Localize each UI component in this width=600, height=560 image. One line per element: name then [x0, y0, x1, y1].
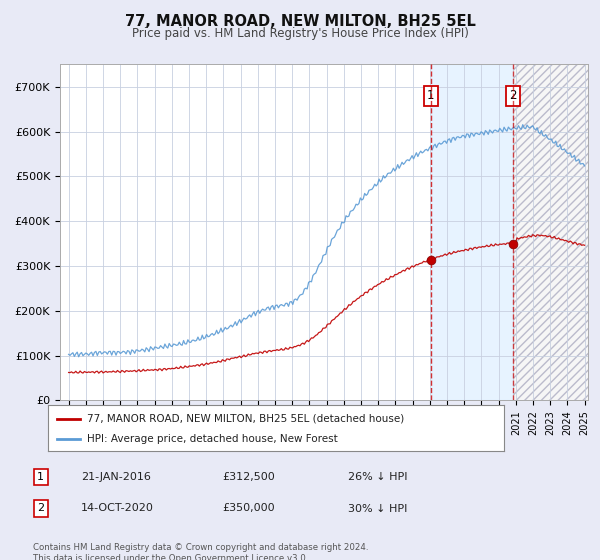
Text: Contains HM Land Registry data © Crown copyright and database right 2024.
This d: Contains HM Land Registry data © Crown c… [33, 543, 368, 560]
Text: 1: 1 [427, 89, 434, 102]
Text: £350,000: £350,000 [222, 503, 275, 514]
Text: 30% ↓ HPI: 30% ↓ HPI [348, 503, 407, 514]
Text: 77, MANOR ROAD, NEW MILTON, BH25 5EL: 77, MANOR ROAD, NEW MILTON, BH25 5EL [125, 14, 475, 29]
Point [508, 239, 518, 248]
Text: 21-JAN-2016: 21-JAN-2016 [81, 472, 151, 482]
Text: 14-OCT-2020: 14-OCT-2020 [81, 503, 154, 514]
Bar [513, 64, 593, 400]
Bar [513, 64, 593, 400]
Point [426, 256, 436, 265]
Text: Price paid vs. HM Land Registry's House Price Index (HPI): Price paid vs. HM Land Registry's House … [131, 27, 469, 40]
Bar [431, 64, 513, 400]
Text: 77, MANOR ROAD, NEW MILTON, BH25 5EL (detached house): 77, MANOR ROAD, NEW MILTON, BH25 5EL (de… [87, 414, 404, 424]
Text: £312,500: £312,500 [222, 472, 275, 482]
Text: HPI: Average price, detached house, New Forest: HPI: Average price, detached house, New … [87, 435, 338, 444]
Text: 26% ↓ HPI: 26% ↓ HPI [348, 472, 407, 482]
Text: 2: 2 [37, 503, 44, 514]
Text: 1: 1 [37, 472, 44, 482]
Text: 2: 2 [509, 89, 517, 102]
